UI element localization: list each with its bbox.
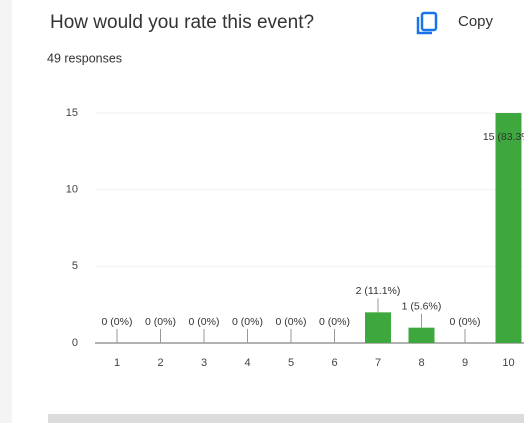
value-label: 0 (0%) [450,316,481,328]
x-tick-label: 6 [331,357,337,369]
value-label: 0 (0%) [145,316,176,328]
x-tick-label: 3 [201,357,207,369]
x-tick-label: 4 [244,357,250,369]
response-count: 49 responses [47,51,122,65]
y-tick-label: 10 [66,184,78,196]
x-tick-label: 5 [288,357,294,369]
x-tick-label: 10 [502,357,514,369]
bar [408,327,435,343]
copy-icon-back [416,17,432,35]
value-label: 0 (0%) [319,316,350,328]
value-label: 15 (83.3%) [483,131,524,143]
value-label: 1 (5.6%) [402,300,442,312]
copy-icon [420,11,438,32]
x-tick-label: 8 [418,357,424,369]
value-label: 0 (0%) [102,316,133,328]
value-label: 2 (11.1%) [356,285,401,297]
copy-button[interactable]: Copy [416,11,494,35]
bar [365,312,391,343]
y-tick-label: 5 [72,260,78,272]
x-tick-label: 9 [462,357,468,369]
copy-label[interactable]: Copy [458,13,494,30]
x-tick-label: 1 [114,357,120,369]
value-label: 0 (0%) [232,316,263,328]
y-tick-label: 15 [66,107,78,119]
x-tick-label: 2 [157,357,163,369]
card [12,0,524,423]
x-tick-label: 7 [375,357,381,369]
value-label: 0 (0%) [189,316,220,328]
y-tick-label: 0 [72,337,78,349]
scrollbar [48,414,524,423]
value-label: 0 (0%) [276,316,307,328]
bar [495,113,522,343]
question-title: How would you rate this event? [50,12,314,33]
